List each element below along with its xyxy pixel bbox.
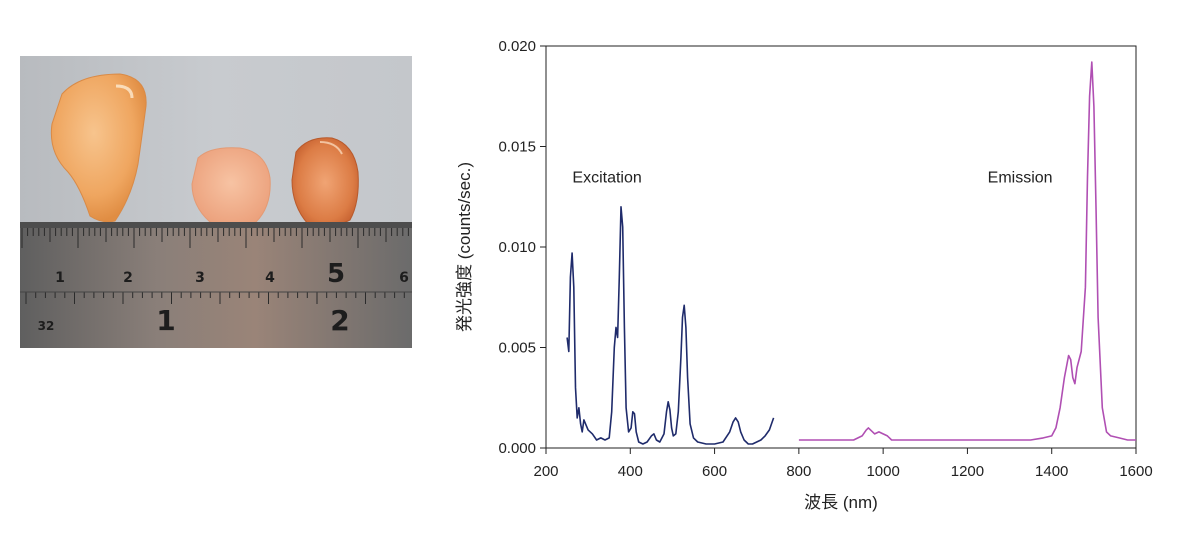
x-tick-label: 400 [618,463,643,480]
y-tick-label: 0.020 [498,38,536,55]
y-tick-label: 0.010 [498,239,536,256]
ruler-label-top: 2 [123,270,133,286]
y-tick-label: 0.000 [498,440,536,457]
spectrum-chart: 200 400 600 800 1000 1200 1400 1600 0.0000.0050… [455,38,1153,512]
excitation-label: Excitation [572,170,641,187]
annotation-layer: Excitation Emission [572,170,1052,187]
crystal-medium [191,147,271,227]
x-tick-label: 1200 [951,463,984,480]
crystal-large [50,73,147,223]
y-tick-label: 0.015 [498,139,536,156]
ruler-label-top: 1 [55,270,65,286]
ruler-label-bottom: 1 [156,304,175,337]
excitation-line [566,206,775,445]
ruler-label-top: 6 [399,270,409,286]
ruler-label-top: 5 [327,259,345,289]
x-axis: 200 400 600 800 1000 1200 1400 1600 [533,448,1153,480]
ruler-label-bottom: 32 [38,319,55,333]
x-tick-label: 1400 [1035,463,1068,480]
series-layer [566,61,1136,445]
crystal-photo: 1 2 3 4 5 6 32 1 2 [20,56,412,348]
x-tick-label: 1000 [866,463,899,480]
emission-label: Emission [988,170,1053,187]
x-axis-title: 波長 (nm) [804,493,878,512]
ruler-label-top: 4 [265,270,275,286]
emission-line [798,61,1136,441]
plot-frame [545,45,1137,449]
x-tick-label: 200 [533,463,558,480]
ruler [20,222,412,348]
y-axis-title: 発光強度 (counts/sec.) [455,162,474,332]
y-axis: 0.000 0.005 0.010 0.015 0.020 [498,38,546,457]
x-tick-label: 800 [786,463,811,480]
x-tick-label: 1600 [1119,463,1152,480]
crystal-small [291,137,359,228]
ruler-label-top: 3 [195,270,205,286]
y-tick-label: 0.005 [498,340,536,357]
x-tick-label: 600 [702,463,727,480]
ruler-label-bottom: 2 [330,304,349,337]
